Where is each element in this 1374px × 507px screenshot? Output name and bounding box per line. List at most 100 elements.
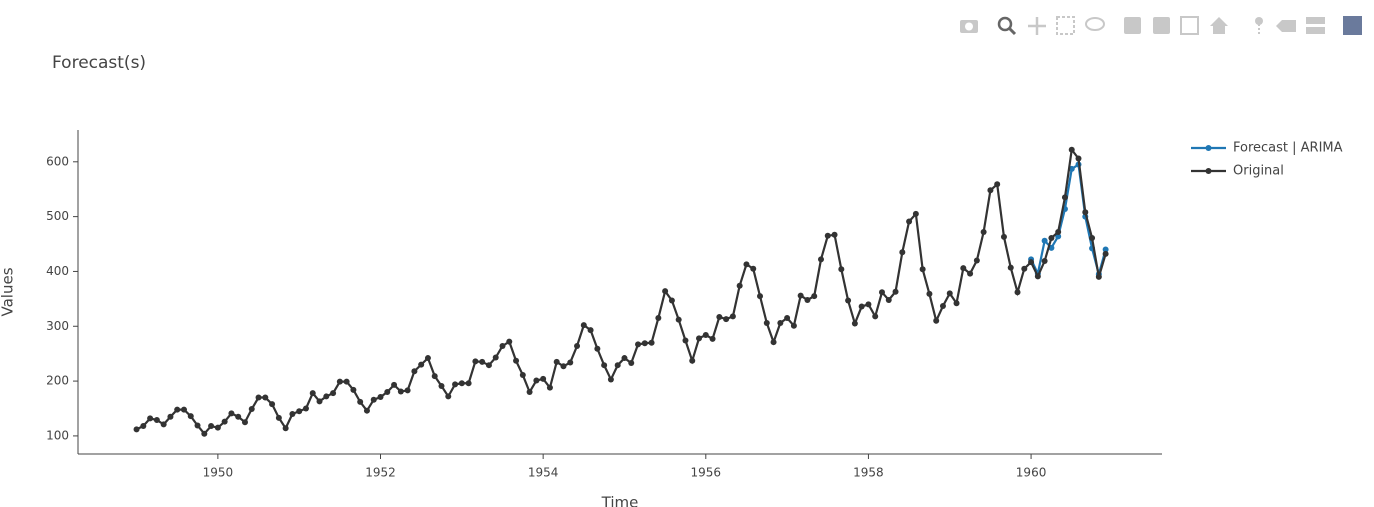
data-point xyxy=(1102,250,1109,257)
data-point xyxy=(424,355,431,362)
data-point xyxy=(208,423,215,430)
data-point xyxy=(614,362,621,369)
data-point xyxy=(519,372,526,379)
data-point xyxy=(1089,235,1096,241)
data-point xyxy=(1102,246,1109,253)
spike-lines-button[interactable] xyxy=(1255,17,1263,34)
data-point xyxy=(967,270,974,277)
data-point xyxy=(1055,228,1062,235)
data-point xyxy=(323,393,330,400)
data-point xyxy=(431,373,438,380)
zoom-button[interactable] xyxy=(997,16,1017,36)
data-point xyxy=(831,231,838,238)
data-point xyxy=(757,293,764,300)
data-point xyxy=(702,332,709,339)
data-point xyxy=(506,338,513,345)
hover-closest-button[interactable] xyxy=(1276,20,1296,32)
data-point xyxy=(926,290,933,297)
data-point xyxy=(899,249,906,256)
chart-title: Forecast(s) xyxy=(52,53,146,73)
data-point xyxy=(1034,273,1041,280)
data-point xyxy=(296,408,303,415)
data-point xyxy=(167,413,174,420)
data-point xyxy=(587,327,594,334)
reset-axes-button[interactable] xyxy=(1210,17,1228,34)
lasso-select-button[interactable] xyxy=(1085,17,1105,31)
data-point xyxy=(777,319,784,326)
data-point xyxy=(689,357,696,364)
camera-button[interactable] xyxy=(960,20,978,33)
data-point xyxy=(465,380,472,387)
data-point xyxy=(553,358,560,365)
zoom-out-button[interactable] xyxy=(1153,17,1170,34)
data-point xyxy=(668,297,675,304)
data-point xyxy=(743,261,750,268)
data-point xyxy=(1000,233,1007,240)
y-tick-label: 100 xyxy=(46,428,69,442)
data-point xyxy=(580,322,587,329)
x-tick-label: 1960 xyxy=(1016,466,1047,480)
data-point xyxy=(174,406,181,413)
legend-label: Forecast | ARIMA xyxy=(1233,141,1343,156)
x-tick-label: 1956 xyxy=(691,466,722,480)
data-point xyxy=(811,293,818,300)
legend-marker xyxy=(1205,168,1212,174)
data-point xyxy=(526,389,533,396)
data-point xyxy=(607,376,614,383)
data-point xyxy=(316,398,323,405)
data-point xyxy=(824,232,831,239)
data-point xyxy=(662,288,669,295)
data-point xyxy=(716,313,723,320)
data-point xyxy=(621,355,628,362)
autoscale-button[interactable] xyxy=(1180,16,1199,35)
data-point xyxy=(878,289,885,296)
data-point xyxy=(147,415,154,422)
data-point xyxy=(1068,146,1075,153)
data-point xyxy=(282,425,289,432)
data-point xyxy=(546,384,553,391)
data-point xyxy=(438,383,445,390)
data-point xyxy=(289,410,296,417)
data-point xyxy=(1021,265,1028,272)
data-point xyxy=(770,339,777,346)
data-point xyxy=(302,405,309,412)
data-point xyxy=(384,389,391,396)
data-point xyxy=(458,380,465,387)
y-tick-label: 300 xyxy=(46,319,69,333)
data-point xyxy=(567,359,574,366)
hover-compare-button[interactable] xyxy=(1306,17,1325,34)
data-point xyxy=(153,417,160,424)
box-select-button[interactable] xyxy=(1056,16,1075,35)
data-point xyxy=(953,300,960,307)
data-point xyxy=(377,393,384,400)
data-point xyxy=(357,398,364,405)
y-tick-label: 500 xyxy=(46,209,69,223)
data-point xyxy=(980,228,987,235)
data-point xyxy=(404,387,411,394)
data-point xyxy=(872,313,879,320)
data-point xyxy=(574,343,581,349)
data-point xyxy=(269,401,276,408)
data-point xyxy=(560,363,567,370)
y-tick-label: 400 xyxy=(46,264,69,278)
data-point xyxy=(370,396,377,403)
zoom-in-button[interactable] xyxy=(1124,17,1141,34)
data-point xyxy=(330,390,337,397)
legend-marker xyxy=(1205,145,1212,151)
data-point xyxy=(343,378,350,385)
data-point xyxy=(845,297,852,304)
data-point xyxy=(709,335,716,342)
data-point xyxy=(418,361,425,368)
pan-button[interactable] xyxy=(1028,17,1046,35)
data-point xyxy=(960,265,967,272)
plotly-logo[interactable] xyxy=(1343,16,1362,35)
data-point xyxy=(1014,289,1021,296)
x-axis-title: Time xyxy=(601,494,639,507)
legend: Forecast | ARIMA Original xyxy=(1191,141,1343,179)
data-point xyxy=(946,290,953,297)
data-point xyxy=(641,340,648,347)
data-point xyxy=(180,406,187,413)
data-point xyxy=(736,282,743,289)
data-point xyxy=(513,357,520,364)
data-point xyxy=(797,292,804,299)
